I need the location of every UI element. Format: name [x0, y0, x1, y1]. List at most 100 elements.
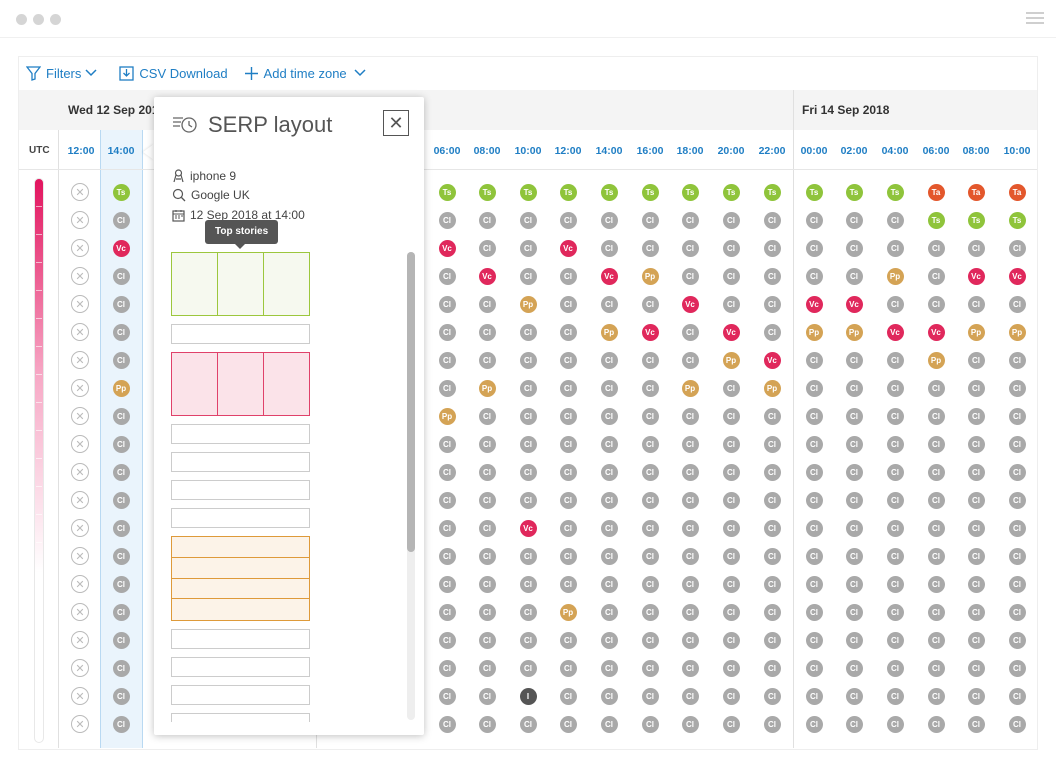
serp-feature-badge[interactable]: Cl — [559, 351, 577, 369]
serp-feature-badge[interactable]: Cl — [1008, 463, 1026, 481]
serp-feature-badge[interactable]: Cl — [478, 631, 496, 649]
serp-feature-badge[interactable]: Cl — [600, 239, 618, 257]
serp-feature-badge[interactable]: Cl — [845, 603, 863, 621]
serp-block-top-stories[interactable] — [171, 252, 310, 316]
time-label[interactable]: 20:00 — [717, 145, 745, 157]
serp-feature-badge[interactable]: Cl — [641, 687, 659, 705]
serp-feature-badge[interactable]: Cl — [763, 715, 781, 733]
serp-feature-badge[interactable]: Vc — [438, 239, 456, 257]
window-dot[interactable] — [16, 14, 27, 25]
serp-feature-badge[interactable]: Cl — [112, 491, 130, 509]
serp-feature-badge[interactable]: Cl — [438, 715, 456, 733]
serp-feature-badge[interactable]: Cl — [112, 463, 130, 481]
serp-feature-badge[interactable]: Cl — [559, 547, 577, 565]
serp-feature-badge[interactable]: Cl — [559, 519, 577, 537]
serp-block-organic[interactable] — [171, 685, 310, 705]
serp-feature-badge[interactable]: Cl — [519, 239, 537, 257]
serp-feature-badge[interactable]: Vc — [763, 351, 781, 369]
serp-feature-badge[interactable]: Cl — [886, 715, 904, 733]
serp-feature-badge[interactable]: Ta — [1008, 183, 1026, 201]
serp-feature-badge[interactable]: Cl — [845, 351, 863, 369]
serp-feature-badge[interactable]: Cl — [805, 491, 823, 509]
serp-feature-badge[interactable]: Cl — [438, 463, 456, 481]
serp-feature-badge[interactable]: Cl — [967, 715, 985, 733]
serp-feature-badge[interactable]: Cl — [845, 575, 863, 593]
serp-feature-badge[interactable]: Cl — [1008, 631, 1026, 649]
serp-feature-badge[interactable]: Cl — [805, 239, 823, 257]
serp-feature-badge[interactable]: Cl — [681, 659, 699, 677]
serp-feature-badge[interactable]: Cl — [519, 379, 537, 397]
serp-feature-badge[interactable]: Cl — [722, 407, 740, 425]
no-data-icon[interactable]: ✕ — [71, 379, 89, 397]
serp-feature-badge[interactable]: Cl — [805, 519, 823, 537]
serp-feature-badge[interactable]: Cl — [763, 295, 781, 313]
serp-feature-badge[interactable]: Cl — [438, 547, 456, 565]
serp-feature-badge[interactable]: Cl — [1008, 715, 1026, 733]
serp-feature-badge[interactable]: Cl — [681, 211, 699, 229]
serp-feature-badge[interactable]: Cl — [600, 295, 618, 313]
serp-feature-badge[interactable]: Cl — [886, 435, 904, 453]
serp-feature-badge[interactable]: Cl — [805, 351, 823, 369]
serp-feature-badge[interactable]: Cl — [763, 575, 781, 593]
time-label[interactable]: 12:00 — [67, 145, 95, 157]
serp-feature-badge[interactable]: Cl — [438, 267, 456, 285]
time-label[interactable]: 14:00 — [595, 145, 623, 157]
no-data-icon[interactable]: ✕ — [71, 323, 89, 341]
serp-feature-badge[interactable]: Cl — [681, 687, 699, 705]
serp-block-organic[interactable] — [171, 424, 310, 444]
serp-feature-badge[interactable]: Cl — [886, 295, 904, 313]
time-label[interactable]: 10:00 — [514, 145, 542, 157]
serp-feature-badge[interactable]: Cl — [927, 295, 945, 313]
serp-feature-badge[interactable]: Cl — [478, 659, 496, 677]
time-label[interactable]: 00:00 — [800, 145, 828, 157]
serp-feature-badge[interactable]: Cl — [681, 575, 699, 593]
serp-feature-badge[interactable]: Cl — [112, 659, 130, 677]
serp-feature-badge[interactable]: Pp — [519, 295, 537, 313]
serp-feature-badge[interactable]: Cl — [681, 351, 699, 369]
serp-feature-badge[interactable]: Cl — [927, 267, 945, 285]
serp-feature-badge[interactable]: Cl — [845, 211, 863, 229]
serp-feature-badge[interactable]: Cl — [641, 491, 659, 509]
serp-feature-badge[interactable]: Pp — [763, 379, 781, 397]
serp-feature-badge[interactable]: Cl — [112, 603, 130, 621]
serp-feature-badge[interactable]: Cl — [763, 547, 781, 565]
serp-feature-badge[interactable]: Cl — [1008, 575, 1026, 593]
serp-feature-badge[interactable]: Cl — [1008, 239, 1026, 257]
serp-feature-badge[interactable]: Ts — [478, 183, 496, 201]
serp-feature-badge[interactable]: Cl — [967, 603, 985, 621]
serp-feature-badge[interactable]: Cl — [967, 239, 985, 257]
serp-feature-badge[interactable]: Cl — [519, 323, 537, 341]
serp-feature-badge[interactable]: Cl — [559, 631, 577, 649]
serp-feature-badge[interactable]: Cl — [845, 435, 863, 453]
serp-feature-badge[interactable]: Cl — [927, 491, 945, 509]
serp-feature-badge[interactable]: Cl — [600, 435, 618, 453]
serp-feature-badge[interactable]: Cl — [967, 351, 985, 369]
serp-feature-badge[interactable]: Cl — [967, 631, 985, 649]
serp-feature-badge[interactable]: Ts — [763, 183, 781, 201]
serp-feature-badge[interactable]: Vc — [805, 295, 823, 313]
serp-feature-badge[interactable]: Cl — [967, 295, 985, 313]
serp-feature-badge[interactable]: Cl — [559, 715, 577, 733]
serp-feature-badge[interactable]: Pp — [681, 379, 699, 397]
serp-feature-badge[interactable]: Cl — [112, 547, 130, 565]
serp-feature-badge[interactable]: Vc — [600, 267, 618, 285]
serp-feature-badge[interactable]: Cl — [559, 659, 577, 677]
serp-feature-badge[interactable]: Vc — [886, 323, 904, 341]
time-label[interactable]: 10:00 — [1003, 145, 1031, 157]
serp-feature-badge[interactable]: Pp — [438, 407, 456, 425]
serp-feature-badge[interactable]: Cl — [681, 631, 699, 649]
serp-feature-badge[interactable]: Cl — [1008, 491, 1026, 509]
serp-feature-badge[interactable]: Ts — [967, 211, 985, 229]
serp-feature-badge[interactable]: Cl — [559, 575, 577, 593]
serp-feature-badge[interactable]: Cl — [112, 267, 130, 285]
serp-feature-badge[interactable]: Cl — [805, 575, 823, 593]
no-data-icon[interactable]: ✕ — [71, 575, 89, 593]
serp-feature-badge[interactable]: Cl — [967, 463, 985, 481]
serp-feature-badge[interactable]: Cl — [438, 435, 456, 453]
serp-feature-badge[interactable]: Cl — [438, 575, 456, 593]
serp-feature-badge[interactable]: Cl — [559, 463, 577, 481]
serp-feature-badge[interactable]: Cl — [478, 575, 496, 593]
serp-feature-badge[interactable]: Cl — [681, 491, 699, 509]
serp-feature-badge[interactable]: Cl — [805, 379, 823, 397]
serp-feature-badge[interactable]: Cl — [722, 603, 740, 621]
